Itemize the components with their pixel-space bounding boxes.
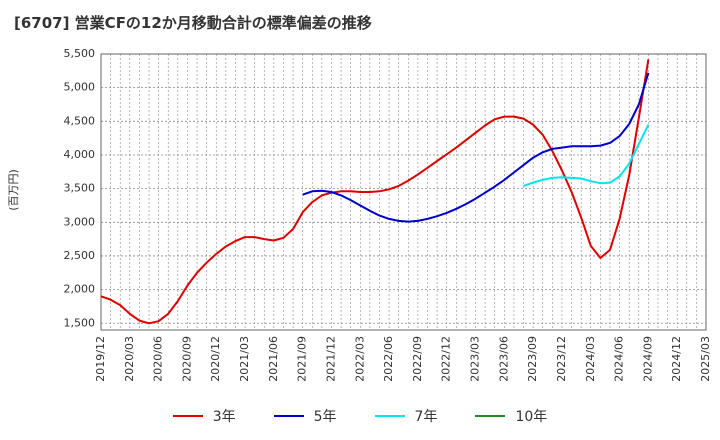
y-tick-label: 3,500 [64,182,96,195]
x-tick-label: 2024/12 [670,336,683,382]
y-tick-label: 5,500 [64,47,96,60]
x-tick-label: 2021/06 [267,336,280,382]
series-line-1 [302,72,650,223]
x-tick-label: 2023/09 [526,336,539,382]
legend-item: 5年 [273,406,337,426]
plot-frame [100,53,707,331]
legend-swatch [475,415,506,417]
x-tick-label: 2023/03 [469,336,482,382]
series-line-2 [523,124,650,187]
y-tick-label: 3,000 [64,215,96,228]
y-tick-label: 5,000 [64,81,96,94]
x-tick-label: 2024/06 [613,336,626,382]
legend-label: 3年 [212,409,236,425]
legend-label: 10年 [515,409,548,425]
x-tick-label: 2019/12 [94,336,107,382]
legend: 3年 5年 7年 10年 [0,404,720,428]
y-tick-label: 2,500 [64,249,96,262]
x-tick-label: 2024/09 [641,336,654,382]
legend-label: 7年 [414,409,438,425]
x-tick-label: 2023/06 [497,336,510,382]
x-tick-label: 2020/06 [152,336,165,382]
x-tick-label: 2022/12 [440,336,453,382]
y-tick-label: 2,000 [64,283,96,296]
legend-swatch [273,415,304,417]
x-tick-label: 2021/09 [296,336,309,382]
legend-label: 5年 [313,409,337,425]
y-axis-label: (百万円) [7,169,20,211]
y-tick-label: 4,000 [64,148,96,161]
legend-item: 10年 [475,406,547,426]
x-tick-label: 2020/09 [180,336,193,382]
y-tick-label: 4,500 [64,114,96,127]
x-tick-label: 2021/12 [324,336,337,382]
x-tick-label: 2022/06 [382,336,395,382]
x-tick-label: 2024/03 [584,336,597,382]
series-line-0 [100,59,650,325]
chart-title: [6707] 営業CFの12か月移動合計の標準偏差の推移 [14,14,372,32]
legend-swatch [374,415,405,417]
x-tick-label: 2020/03 [123,336,136,382]
y-tick-label: 1,500 [64,316,96,329]
series-lines [100,59,650,325]
legend-swatch [172,415,203,417]
legend-item: 3年 [172,406,236,426]
grid-lines [100,53,707,330]
legend-item: 7年 [374,406,438,426]
x-tick-label: 2021/03 [238,336,251,382]
axes: 1,500 2,000 2,500 3,000 3,500 4,000 4,500 5,000… [64,47,713,382]
x-tick-label: 2023/12 [555,336,568,382]
x-tick-label: 2022/03 [353,336,366,382]
x-tick-label: 2022/09 [411,336,424,382]
x-tick-label: 2025/03 [699,336,712,382]
x-tick-label: 2020/12 [209,336,222,382]
